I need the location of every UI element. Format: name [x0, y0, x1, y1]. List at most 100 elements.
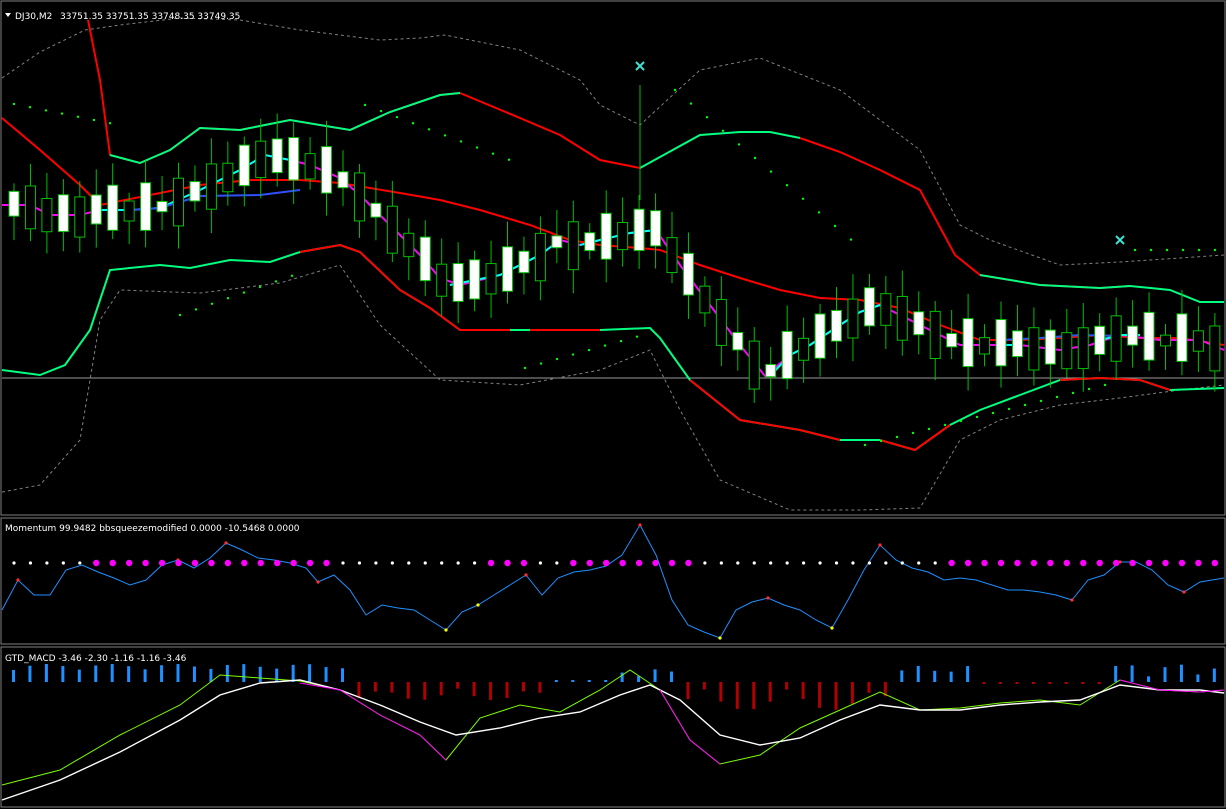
macd-histogram-bar: [275, 668, 279, 682]
squeeze-dot: [257, 559, 264, 567]
macd-pane[interactable]: [0, 646, 1226, 808]
squeeze-dot: [981, 559, 988, 567]
sar-dot: [1165, 248, 1169, 252]
sar-dot: [689, 102, 693, 105]
macd-histogram-bar: [406, 682, 410, 699]
macd-histogram-bar: [785, 682, 789, 690]
candle-body: [962, 318, 974, 368]
sar-dot: [863, 443, 867, 447]
momentum-pivot: [524, 573, 528, 577]
macd-histogram-bar: [423, 682, 427, 700]
sar-dot: [1181, 248, 1185, 252]
sar-dot: [76, 115, 80, 119]
sar-dot: [523, 366, 527, 370]
macd-magenta-b: [659, 689, 721, 765]
candle-body: [748, 340, 760, 390]
candle-body: [304, 153, 316, 180]
macd-histogram-bar: [949, 671, 953, 682]
sar-dot: [411, 122, 415, 125]
candle-body: [469, 259, 481, 300]
candle-body: [1028, 327, 1040, 371]
macd-signal-line: [1, 669, 1225, 786]
candle-body: [1160, 334, 1171, 347]
sar-dot: [991, 411, 995, 415]
squeeze-dot: [736, 561, 740, 565]
sar-dot: [1023, 403, 1027, 407]
squeeze-dot: [357, 561, 362, 565]
candle-body: [156, 200, 168, 213]
squeeze-dot: [158, 559, 166, 567]
signal-cross-icon: [1115, 235, 1125, 245]
macd-histogram-bar: [900, 670, 904, 682]
candle-body: [452, 263, 464, 302]
macd-histogram-bar: [1130, 665, 1134, 682]
sar-dot: [395, 115, 399, 119]
candle-body: [321, 146, 333, 194]
macd-histogram-bar: [192, 666, 196, 682]
squeeze-dot: [586, 559, 593, 567]
squeeze-dot: [78, 561, 82, 565]
candle-body: [946, 332, 958, 348]
candle-body: [847, 298, 859, 339]
squeeze-dot: [555, 561, 559, 565]
sar-dot: [879, 439, 883, 443]
squeeze-dots: [12, 559, 1219, 567]
macd-histogram-bar: [933, 670, 937, 682]
squeeze-dot: [1178, 559, 1186, 567]
squeeze-dot: [61, 561, 65, 565]
squeeze-dot: [208, 559, 215, 567]
candle-body: [534, 232, 546, 282]
macd-histogram-bar: [916, 666, 920, 682]
candle-body: [1127, 325, 1139, 346]
sar-dot: [44, 109, 48, 112]
macd-histogram-bar: [801, 682, 805, 700]
macd-histogram-bar: [999, 682, 1002, 684]
squeeze-dot: [1162, 559, 1169, 567]
macd-histogram-bar: [456, 682, 460, 689]
squeeze-dot: [997, 559, 1005, 567]
macd-histogram-bar: [702, 682, 706, 690]
main-pane[interactable]: [0, 0, 1226, 516]
candle-body: [173, 177, 184, 227]
squeeze-dot: [1129, 559, 1136, 567]
squeeze-dot: [703, 561, 707, 565]
macd-histogram-bar: [291, 664, 295, 682]
sar-dot: [635, 335, 639, 338]
sar-dot: [242, 291, 246, 294]
sar-dot: [801, 197, 805, 200]
sar-dot: [673, 88, 677, 92]
candle-body: [1110, 315, 1122, 362]
candle-body: [123, 200, 135, 222]
squeeze-dot: [175, 559, 182, 567]
squeeze-dot: [274, 559, 281, 567]
squeeze-dot: [306, 559, 314, 567]
sar-dot: [833, 224, 837, 228]
squeeze-dot: [652, 559, 659, 567]
sar-dot: [1007, 407, 1011, 411]
sar-dot: [849, 238, 853, 241]
squeeze-dot: [1145, 559, 1153, 567]
macd-histogram-bar: [1048, 682, 1052, 684]
macd-histogram-bar: [1114, 666, 1118, 682]
momentum-pane[interactable]: [0, 517, 1226, 645]
sar-dot: [226, 297, 230, 300]
parabolic-sar: [12, 88, 1217, 447]
macd-histogram-bar: [1064, 682, 1068, 684]
squeeze-dot: [93, 559, 100, 567]
sar-dot: [491, 152, 495, 155]
squeeze-dot: [867, 561, 872, 565]
sar-dot: [1055, 395, 1059, 399]
candle-body: [370, 202, 382, 218]
candle-body: [1077, 327, 1089, 370]
macd-histogram-bar: [571, 680, 575, 682]
collapse-triangle-icon[interactable]: [5, 13, 11, 17]
candle-body: [814, 313, 826, 359]
sar-dot: [92, 118, 96, 122]
squeeze-dot: [1014, 559, 1021, 567]
candle-body: [650, 210, 662, 247]
macd-histogram-bar: [653, 669, 657, 682]
squeeze-dot: [1096, 559, 1103, 567]
sar-dot: [911, 431, 915, 435]
sar-dot: [178, 313, 182, 317]
